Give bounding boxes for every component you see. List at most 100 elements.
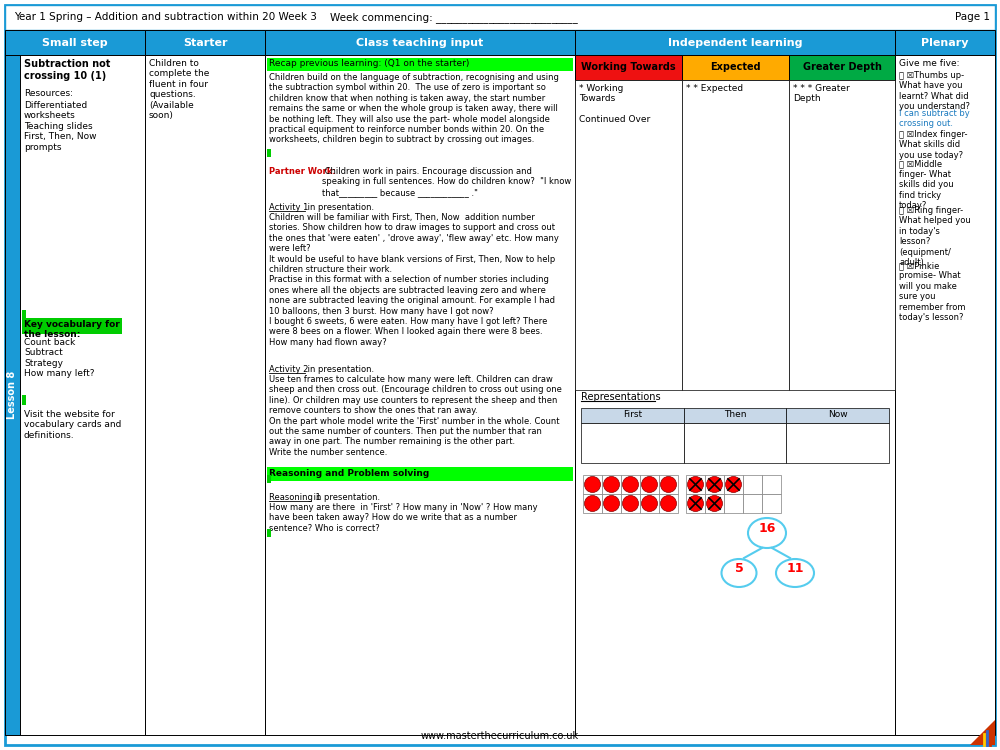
Bar <box>786 423 889 463</box>
Ellipse shape <box>776 559 814 587</box>
Bar <box>602 475 621 494</box>
Circle shape <box>642 476 658 493</box>
Bar <box>267 529 271 537</box>
Circle shape <box>706 496 722 512</box>
Bar <box>895 30 995 55</box>
Circle shape <box>604 496 620 512</box>
Bar <box>786 408 889 423</box>
Text: Reasoning 1: Reasoning 1 <box>269 493 321 502</box>
Text: First: First <box>623 410 642 419</box>
Bar <box>5 30 145 55</box>
Bar <box>22 310 26 318</box>
Text: Differentiated
worksheets
Teaching slides
First, Then, Now
prompts: Differentiated worksheets Teaching slide… <box>24 101 96 152</box>
Circle shape <box>642 496 658 512</box>
Text: Activity 1: Activity 1 <box>269 203 308 212</box>
Bar <box>686 475 705 494</box>
Circle shape <box>584 496 600 512</box>
Circle shape <box>622 476 639 493</box>
Circle shape <box>622 496 639 512</box>
Text: Expected: Expected <box>710 62 761 73</box>
Text: Class teaching input: Class teaching input <box>356 38 484 47</box>
Bar <box>581 423 684 463</box>
Text: Independent learning: Independent learning <box>668 38 802 47</box>
Text: Greater Depth: Greater Depth <box>803 62 881 73</box>
Bar <box>267 149 271 157</box>
Text: How many are there  in 'First' ? How many in 'Now' ? How many
have been taken aw: How many are there in 'First' ? How many… <box>269 503 538 532</box>
Text: Lesson 8: Lesson 8 <box>7 371 18 419</box>
Bar <box>5 55 145 735</box>
Circle shape <box>726 476 742 493</box>
Bar <box>22 395 26 405</box>
Text: in presentation.: in presentation. <box>311 493 380 502</box>
Bar <box>659 494 678 513</box>
Bar <box>145 30 265 55</box>
Bar <box>145 55 265 735</box>
Ellipse shape <box>748 518 786 548</box>
Text: Visit the website for
vocabulary cards and
definitions.: Visit the website for vocabulary cards a… <box>24 410 121 440</box>
Text: * * * Greater
Depth: * * * Greater Depth <box>793 84 850 104</box>
Bar <box>621 475 640 494</box>
Circle shape <box>688 476 704 493</box>
Bar <box>684 423 786 463</box>
Bar <box>581 408 684 423</box>
Text: 🕖 ☒Middle
finger- What
skills did you
find tricky
today?: 🕖 ☒Middle finger- What skills did you fi… <box>899 160 954 210</box>
Bar <box>789 55 895 80</box>
Bar <box>267 467 573 481</box>
Text: Starter: Starter <box>183 38 227 47</box>
Text: Children build on the language of subtraction, recognising and using
the subtrac: Children build on the language of subtra… <box>269 73 559 145</box>
Circle shape <box>688 496 704 512</box>
Bar <box>682 55 789 80</box>
Bar <box>5 55 20 735</box>
Bar <box>621 494 640 513</box>
Text: in presentation.: in presentation. <box>305 365 374 374</box>
Circle shape <box>584 476 600 493</box>
Bar <box>724 475 743 494</box>
Text: Working Towards: Working Towards <box>581 62 676 73</box>
Text: Children will be familiar with First, Then, Now  addition number
stories. Show c: Children will be familiar with First, Th… <box>269 213 559 346</box>
Bar <box>602 494 621 513</box>
Bar <box>659 475 678 494</box>
Bar <box>575 80 682 390</box>
Text: Partner Work:: Partner Work: <box>269 167 336 176</box>
Bar <box>686 494 705 513</box>
Bar <box>743 494 762 513</box>
Text: Resources:: Resources: <box>24 89 73 98</box>
Text: Reasoning and Problem solving: Reasoning and Problem solving <box>269 469 429 478</box>
Text: Subtraction not
crossing 10 (1): Subtraction not crossing 10 (1) <box>24 59 110 80</box>
Bar <box>682 80 789 390</box>
Text: Representations: Representations <box>581 392 661 402</box>
Text: Week commencing: ___________________________: Week commencing: _______________________… <box>330 12 578 23</box>
Circle shape <box>604 476 620 493</box>
Text: Count back
Subtract
Strategy
How many left?: Count back Subtract Strategy How many le… <box>24 338 94 378</box>
Text: 🕖 ☒Thumbs up-
What have you
learnt? What did
you understand?: 🕖 ☒Thumbs up- What have you learnt? What… <box>899 71 970 111</box>
Text: Now: Now <box>828 410 847 419</box>
Bar <box>267 58 573 71</box>
Text: Activity 2: Activity 2 <box>269 365 308 374</box>
Text: in presentation.: in presentation. <box>305 203 374 212</box>
Circle shape <box>660 476 676 493</box>
Text: 11: 11 <box>786 562 804 574</box>
Text: 🕖 ☒Pinkie
promise- What
will you make
sure you
remember from
today's lesson?: 🕖 ☒Pinkie promise- What will you make su… <box>899 261 966 322</box>
Bar <box>640 475 659 494</box>
Text: Key vocabulary for
the lesson:: Key vocabulary for the lesson: <box>24 320 120 340</box>
Bar <box>762 475 781 494</box>
Circle shape <box>660 496 676 512</box>
Text: * * Expected: * * Expected <box>686 84 743 93</box>
Text: Small step: Small step <box>42 38 108 47</box>
Bar <box>267 475 271 483</box>
Circle shape <box>706 476 722 493</box>
Text: Use ten frames to calculate how many were left. Children can draw
sheep and then: Use ten frames to calculate how many wer… <box>269 375 562 457</box>
Text: Recap previous learning: (Q1 on the starter): Recap previous learning: (Q1 on the star… <box>269 59 469 68</box>
Bar <box>22 318 122 334</box>
Text: www.masterthecurriculum.co.uk: www.masterthecurriculum.co.uk <box>421 731 579 741</box>
Bar <box>583 494 602 513</box>
Text: Plenary: Plenary <box>921 38 969 47</box>
Bar <box>575 55 682 80</box>
Text: 16: 16 <box>758 521 776 535</box>
Bar <box>705 494 724 513</box>
Bar <box>724 494 743 513</box>
Bar <box>575 30 895 55</box>
Text: * Working
Towards

Continued Over: * Working Towards Continued Over <box>579 84 650 124</box>
Text: Children work in pairs. Encourage discussion and
speaking in full sentences. How: Children work in pairs. Encourage discus… <box>322 167 571 196</box>
Text: Children to
complete the
fluent in four
questions.
(Available
soon): Children to complete the fluent in four … <box>149 59 209 120</box>
